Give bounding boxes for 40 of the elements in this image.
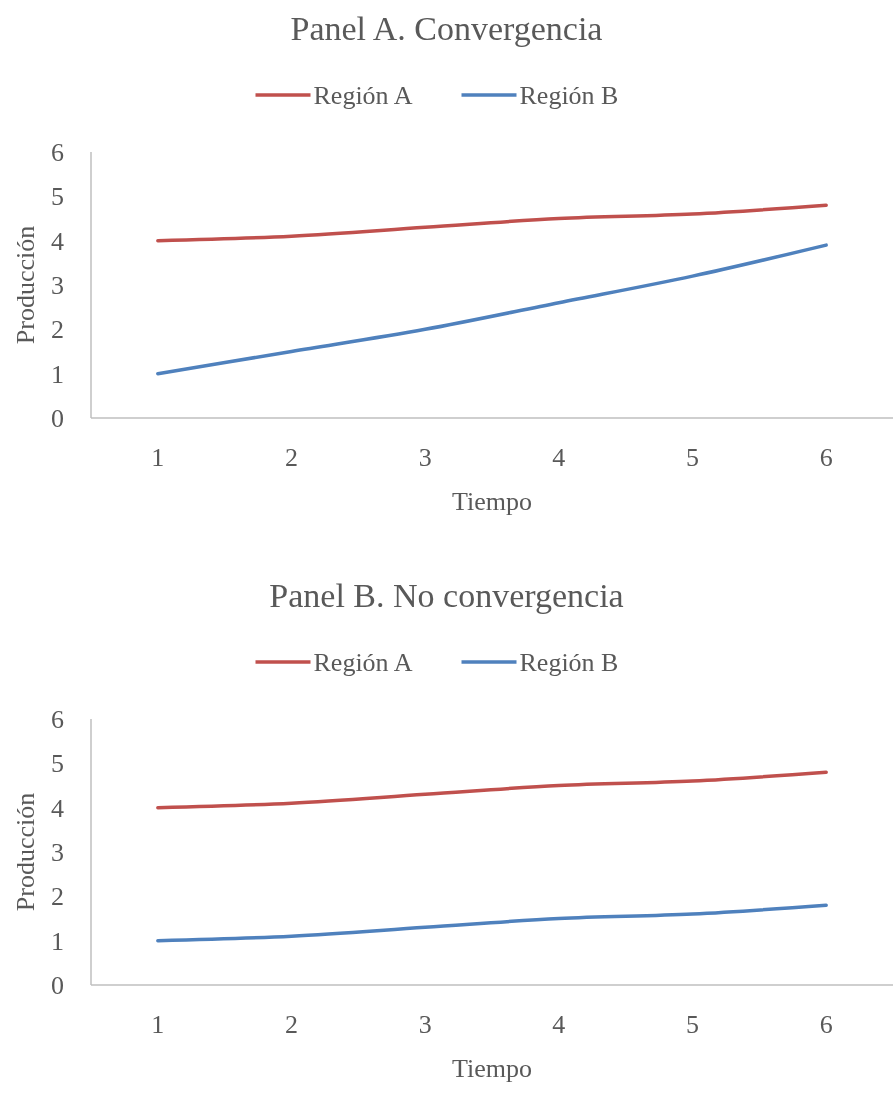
line-series bbox=[156, 770, 828, 810]
x-tick-label: 5 bbox=[686, 1010, 699, 1039]
legend-label: Región A bbox=[313, 81, 413, 110]
y-tick-label: 4 bbox=[51, 793, 64, 823]
x-tick-label: 3 bbox=[418, 1010, 432, 1039]
chart-title: Panel B. No convergencia bbox=[269, 577, 624, 614]
y-tick-label: 2 bbox=[51, 882, 64, 912]
legend-label: Región A bbox=[313, 648, 413, 677]
x-tick-label: 5 bbox=[686, 443, 699, 472]
y-tick-label: 5 bbox=[51, 182, 64, 212]
y-tick-label: 1 bbox=[51, 926, 64, 956]
x-tick-label: 4 bbox=[552, 443, 566, 472]
legend-label: Región B bbox=[519, 81, 619, 110]
legend-label: Región B bbox=[519, 648, 619, 677]
x-tick-label: 1 bbox=[151, 443, 165, 472]
x-tick-label: 6 bbox=[819, 443, 833, 472]
x-axis-title: Tiempo bbox=[452, 487, 532, 516]
y-tick-label: 3 bbox=[51, 271, 64, 300]
y-tick-label: 0 bbox=[51, 971, 64, 1000]
line-series bbox=[156, 203, 828, 243]
line-series bbox=[156, 243, 828, 376]
y-tick-label: 6 bbox=[51, 705, 64, 734]
x-tick-label: 1 bbox=[151, 1010, 165, 1039]
y-tick-label: 4 bbox=[51, 226, 64, 256]
y-tick-label: 1 bbox=[51, 359, 64, 389]
x-tick-label: 2 bbox=[285, 1010, 298, 1039]
y-axis-title: Producción bbox=[11, 792, 40, 912]
x-tick-label: 4 bbox=[552, 1010, 566, 1039]
x-tick-label: 3 bbox=[418, 443, 432, 472]
y-tick-label: 5 bbox=[51, 749, 64, 779]
y-tick-label: 0 bbox=[51, 404, 64, 433]
y-tick-label: 6 bbox=[51, 138, 64, 167]
y-tick-label: 2 bbox=[51, 315, 64, 345]
chart-title: Panel A. Convergencia bbox=[290, 10, 603, 47]
y-axis-title: Producción bbox=[11, 225, 40, 345]
x-axis-title: Tiempo bbox=[452, 1054, 532, 1083]
y-tick-label: 3 bbox=[51, 838, 64, 867]
x-tick-label: 2 bbox=[285, 443, 298, 472]
x-tick-label: 6 bbox=[819, 1010, 833, 1039]
line-series bbox=[156, 903, 828, 943]
